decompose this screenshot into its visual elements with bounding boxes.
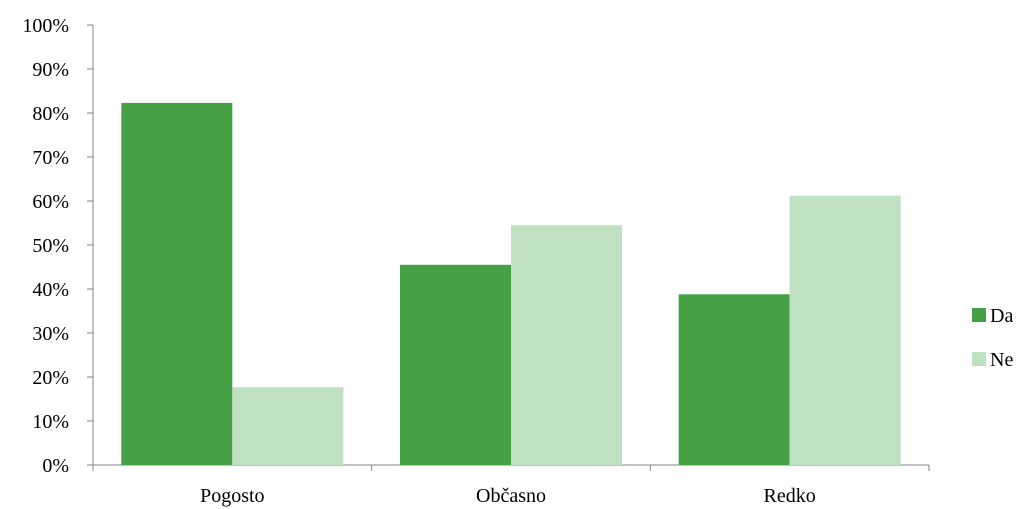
bar-da-redko (678, 294, 790, 465)
y-tick-label: 90% (32, 59, 69, 81)
y-tick-label: 100% (22, 15, 69, 37)
legend-label: Ne (990, 349, 1013, 371)
y-tick-label: 20% (32, 367, 69, 389)
legend-swatch-da (972, 308, 986, 322)
y-tick-label: 40% (32, 279, 69, 301)
x-tick-label: Redko (764, 485, 816, 507)
x-tick-label: Občasno (476, 485, 546, 507)
legend: Da Ne (972, 305, 1013, 371)
x-axis: Pogosto Občasno Redko (92, 464, 930, 507)
legend-label: Da (990, 305, 1013, 327)
x-tick-label: Pogosto (200, 485, 264, 507)
y-tick-label: 80% (32, 103, 69, 125)
bar-ne-pogosto (232, 387, 344, 465)
legend-swatch-ne (972, 352, 986, 366)
bar-ne-občasno (511, 225, 622, 465)
y-tick-label: 0% (42, 455, 69, 477)
y-tick-label: 60% (32, 191, 69, 213)
bar-da-občasno (400, 264, 511, 465)
y-tick-label: 70% (32, 147, 69, 169)
bars (121, 102, 901, 465)
y-axis: 0% 10% 20% 30% 40% 50% 60% 70% 80% 90% 100% (22, 15, 94, 477)
y-tick-label: 30% (32, 323, 69, 345)
bar-ne-redko (789, 195, 901, 465)
bar-da-pogosto (121, 102, 233, 465)
y-tick-label: 50% (32, 235, 69, 257)
y-tick-label: 10% (32, 411, 69, 433)
